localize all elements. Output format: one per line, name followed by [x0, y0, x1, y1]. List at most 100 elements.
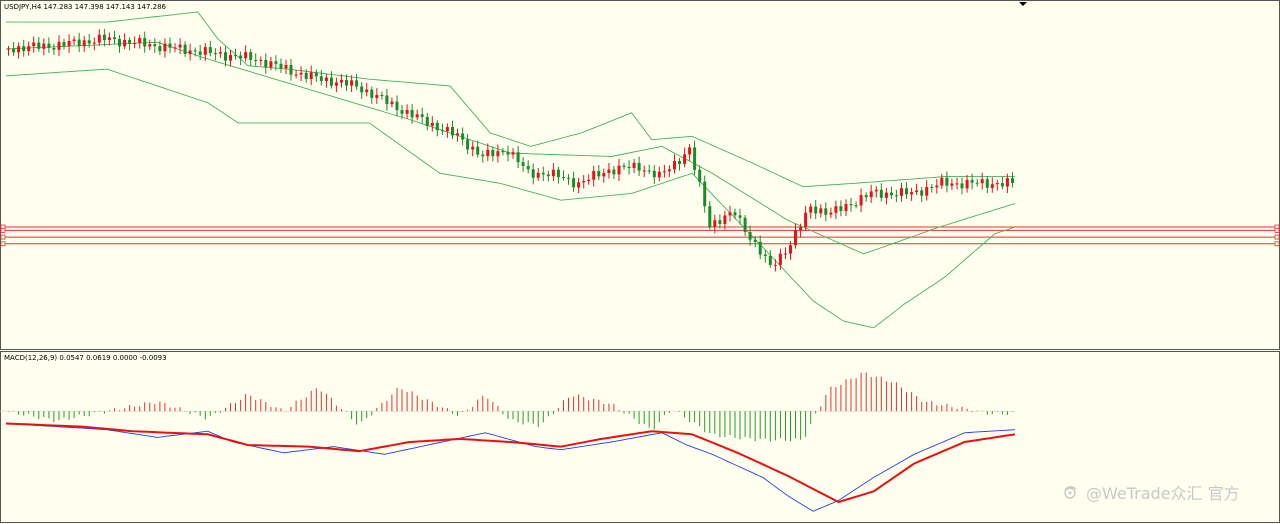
candle-body	[415, 114, 419, 118]
candle-body	[824, 208, 828, 215]
candle-body	[264, 59, 268, 68]
current-time-marker-icon	[1019, 2, 1027, 6]
candle-body	[733, 212, 737, 216]
candle-body	[294, 74, 298, 76]
candle-body	[556, 169, 560, 178]
line-anchor-handle[interactable]	[0, 234, 6, 240]
candle-body	[254, 60, 258, 61]
candle-body	[773, 264, 777, 266]
candle-body	[572, 178, 576, 188]
line-anchor-handle[interactable]	[1274, 227, 1280, 233]
candle-body	[370, 89, 374, 98]
candle-body	[234, 55, 237, 56]
candle-body	[945, 177, 949, 186]
candle-body	[445, 127, 449, 132]
candle-body	[546, 174, 550, 177]
line-anchor-handle[interactable]	[1274, 234, 1280, 240]
candle-body	[703, 181, 707, 207]
candle-body	[743, 217, 747, 233]
candle-body	[541, 172, 545, 175]
candle-body	[910, 192, 914, 195]
candle-body	[385, 95, 389, 105]
candle-body	[980, 179, 984, 184]
candle-body	[889, 192, 893, 196]
candle-body	[784, 253, 787, 255]
candle-body	[113, 37, 116, 39]
candle-body	[536, 172, 540, 178]
candle-body	[57, 41, 61, 50]
candle-body	[632, 162, 636, 168]
candle-body	[340, 79, 343, 83]
line-anchor-handle[interactable]	[0, 227, 6, 233]
candle-body	[198, 51, 202, 55]
candle-body	[405, 110, 409, 114]
candle-body	[224, 52, 227, 61]
candle-body	[269, 61, 273, 68]
candle-body	[218, 52, 222, 54]
candle-body	[940, 177, 944, 186]
candle-body	[249, 52, 253, 60]
candle-body	[309, 72, 313, 79]
candle-body	[607, 169, 611, 173]
candle-body	[900, 188, 903, 196]
candle-body	[123, 40, 127, 47]
line-anchor-handle[interactable]	[1274, 241, 1280, 247]
candle-body	[425, 116, 429, 126]
candle-body	[360, 86, 364, 93]
candle-body	[708, 206, 712, 227]
candle-body	[102, 34, 106, 41]
candle-body	[430, 122, 434, 126]
bollinger-band-line	[6, 11, 1015, 188]
candle-body	[758, 241, 762, 255]
candle-body	[279, 63, 283, 69]
candle-body	[622, 165, 626, 167]
candle-body	[778, 253, 782, 265]
price-header: USDJPY,H4 147.283 147.398 147.143 147.28…	[4, 3, 167, 11]
candle-body	[284, 65, 288, 69]
candle-body	[723, 215, 727, 224]
candle-body	[173, 47, 177, 49]
candle-body	[577, 182, 581, 188]
candle-body	[597, 171, 601, 177]
candle-body	[587, 179, 591, 181]
candle-body	[7, 48, 10, 50]
candle-body	[794, 230, 797, 246]
candle-body	[420, 114, 424, 117]
candle-body	[148, 44, 152, 47]
candle-body	[319, 76, 323, 81]
candle-body	[380, 95, 384, 96]
candle-body	[491, 149, 495, 157]
candle-body	[693, 147, 697, 170]
candle-body	[920, 190, 924, 196]
candle-body	[229, 55, 232, 61]
candle-body	[985, 179, 989, 188]
line-anchor-handle[interactable]	[0, 241, 6, 247]
candle-body	[410, 110, 414, 118]
candle-body	[350, 80, 354, 86]
candle-body	[506, 152, 510, 155]
candle-body	[678, 161, 681, 164]
price-chart-panel[interactable]: USDJPY,H4 147.283 147.398 147.143 147.28…	[0, 0, 1280, 350]
candle-body	[299, 72, 303, 75]
candle-body	[728, 212, 732, 216]
candle-body	[400, 110, 404, 114]
candle-body	[789, 245, 792, 254]
candle-body	[193, 50, 197, 52]
candle-body	[481, 154, 485, 157]
candle-body	[713, 220, 717, 227]
candle-body	[834, 206, 838, 213]
candle-body	[667, 169, 671, 172]
candle-body	[390, 101, 394, 105]
candle-body	[107, 37, 111, 40]
candle-body	[461, 133, 465, 140]
candle-body	[879, 189, 883, 198]
macd-indicator-panel[interactable]: MACD(12,26,9) 0.0547 0.0619 0.0000 -0.00…	[0, 351, 1280, 523]
candle-body	[118, 39, 121, 47]
candle-body	[133, 43, 137, 45]
candle-body	[128, 40, 132, 44]
candle-body	[289, 65, 293, 75]
candle-body	[92, 42, 96, 44]
candle-body	[456, 133, 459, 136]
candle-body	[324, 77, 328, 81]
candle-body	[804, 212, 808, 227]
